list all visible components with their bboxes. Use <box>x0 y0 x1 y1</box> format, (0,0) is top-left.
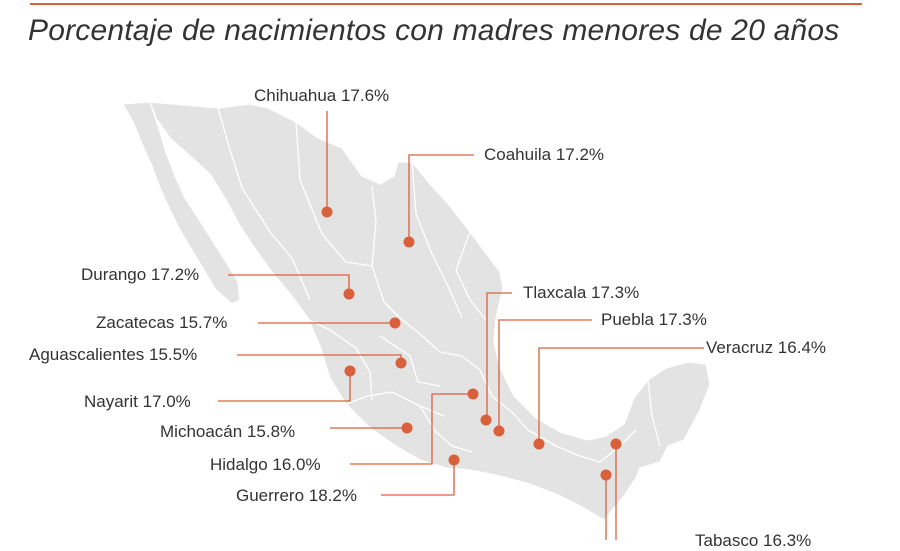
label-nayarit: Nayarit 17.0% <box>84 392 191 411</box>
label-guerrero: Guerrero 18.2% <box>236 486 357 505</box>
leader-durango <box>228 274 350 294</box>
leader-puebla <box>498 319 592 430</box>
top-rule <box>30 3 862 5</box>
leader-guerrero <box>381 460 455 496</box>
leader-veracruz <box>538 347 704 444</box>
state-markers <box>321 206 622 481</box>
leader-tlaxcala <box>486 292 512 420</box>
leader-hidalgo <box>350 393 473 465</box>
leader-coahuila <box>408 154 474 242</box>
marker-durango <box>343 288 355 300</box>
marker-veracruz <box>533 438 545 450</box>
marker-coahuila <box>403 236 415 248</box>
label-coahuila: Coahuila 17.2% <box>484 145 605 164</box>
leader-lines <box>218 111 704 540</box>
land-group <box>122 101 711 521</box>
marker-nayarit <box>344 365 356 377</box>
marker-aguascalientes <box>395 357 407 369</box>
map-title: Porcentaje de nacimientos con madres men… <box>28 14 840 47</box>
marker-michoacan <box>401 422 413 434</box>
label-tabasco: Tabasco 16.3% <box>695 531 812 550</box>
label-chihuahua: Chihuahua 17.6% <box>254 86 390 105</box>
leader-nayarit <box>218 371 351 402</box>
label-hidalgo: Hidalgo 16.0% <box>210 455 321 474</box>
label-tlaxcala: Tlaxcala 17.3% <box>523 283 640 302</box>
label-durango: Durango 17.2% <box>81 265 200 284</box>
marker-zacatecas <box>389 317 401 329</box>
marker-hidalgo <box>467 388 479 400</box>
label-puebla: Puebla 17.3% <box>601 310 707 329</box>
label-veracruz: Veracruz 16.4% <box>706 338 827 357</box>
marker-puebla <box>493 425 505 437</box>
marker-tabasco-b <box>600 469 612 481</box>
mainland-mexico-shape <box>149 101 711 521</box>
label-michoacan: Michoacán 15.8% <box>160 422 296 441</box>
marker-guerrero <box>448 454 460 466</box>
label-zacatecas: Zacatecas 15.7% <box>96 313 228 332</box>
baja-california-shape <box>122 101 241 305</box>
marker-tlaxcala <box>480 414 492 426</box>
label-aguascalientes: Aguascalientes 15.5% <box>29 345 198 364</box>
marker-tabasco-a <box>610 438 622 450</box>
marker-chihuahua <box>321 206 333 218</box>
